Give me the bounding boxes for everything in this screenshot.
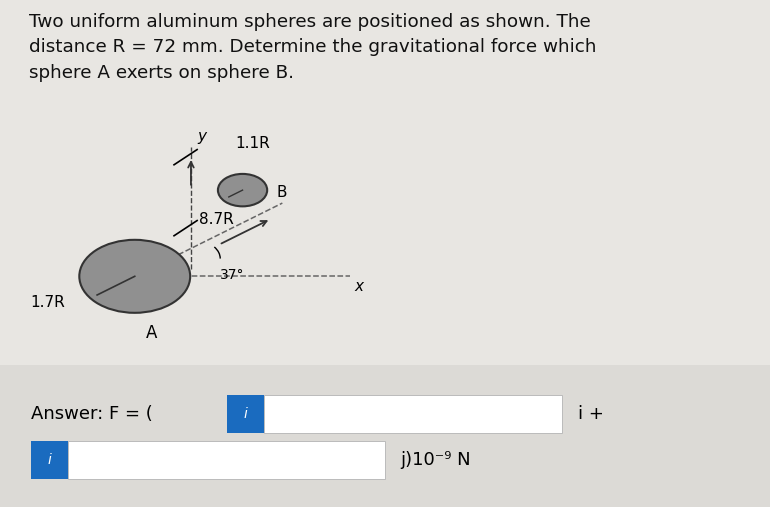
Text: y: y <box>197 129 206 144</box>
FancyBboxPatch shape <box>227 395 264 433</box>
FancyBboxPatch shape <box>31 441 68 479</box>
Text: x: x <box>354 279 363 294</box>
Text: i: i <box>47 453 52 467</box>
Circle shape <box>218 174 267 206</box>
Text: 1.1R: 1.1R <box>235 136 270 151</box>
FancyBboxPatch shape <box>0 0 770 365</box>
Text: 1.7R: 1.7R <box>31 295 65 310</box>
Circle shape <box>79 240 190 313</box>
FancyBboxPatch shape <box>68 441 385 479</box>
Text: j)10⁻⁹ N: j)10⁻⁹ N <box>400 451 471 469</box>
Text: i +: i + <box>578 406 604 423</box>
Text: Two uniform aluminum spheres are positioned as shown. The
distance R = 72 mm. De: Two uniform aluminum spheres are positio… <box>29 13 597 82</box>
Text: B: B <box>276 185 287 200</box>
FancyBboxPatch shape <box>264 395 562 433</box>
Text: 37°: 37° <box>220 268 245 282</box>
Text: 8.7R: 8.7R <box>199 212 233 227</box>
Text: i: i <box>243 408 248 421</box>
FancyBboxPatch shape <box>0 365 770 507</box>
Text: A: A <box>146 324 157 342</box>
Text: Answer: F = (: Answer: F = ( <box>31 406 152 423</box>
